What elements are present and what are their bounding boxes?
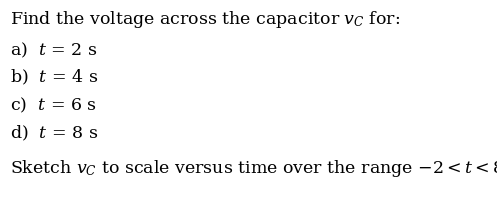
Text: Find the voltage across the capacitor $v_C$ for:: Find the voltage across the capacitor $v… [10, 9, 400, 30]
Text: a)  $t$ = 2 s: a) $t$ = 2 s [10, 41, 97, 60]
Text: d)  $t$ = 8 s: d) $t$ = 8 s [10, 123, 98, 142]
Text: Sketch $v_C$ to scale versus time over the range $-2 < t < 8$ s.: Sketch $v_C$ to scale versus time over t… [10, 158, 497, 179]
Text: b)  $t$ = 4 s: b) $t$ = 4 s [10, 68, 98, 87]
Text: c)  $t$ = 6 s: c) $t$ = 6 s [10, 96, 97, 115]
